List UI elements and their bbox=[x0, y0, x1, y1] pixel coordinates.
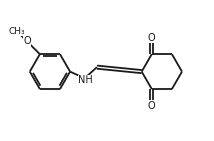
Text: O: O bbox=[23, 36, 31, 46]
Text: CH₃: CH₃ bbox=[8, 27, 25, 36]
Text: O: O bbox=[148, 101, 156, 111]
Text: NH: NH bbox=[78, 75, 93, 85]
Text: O: O bbox=[148, 33, 156, 43]
